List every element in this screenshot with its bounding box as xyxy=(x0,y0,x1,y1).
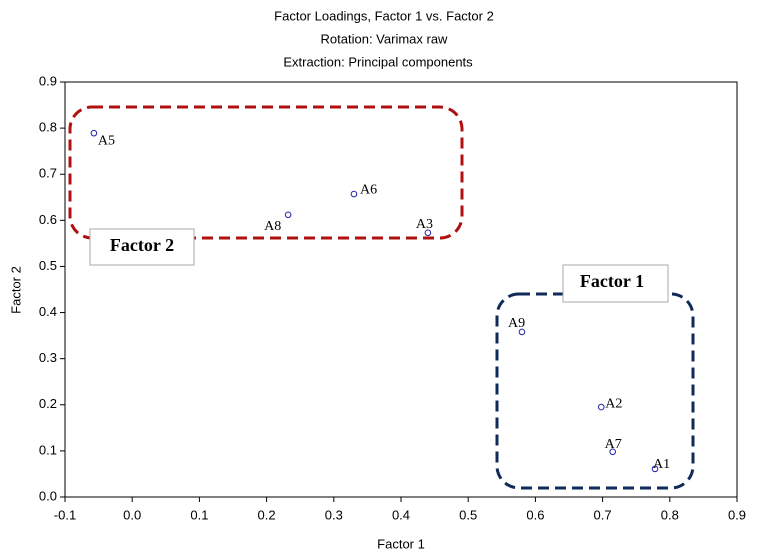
x-tick-label: 0.4 xyxy=(392,507,410,522)
chart-title: Factor Loadings, Factor 1 vs. Factor 2 xyxy=(274,8,494,23)
point-label: A9 xyxy=(508,316,525,331)
point xyxy=(597,403,605,411)
y-tick-label: 0.9 xyxy=(39,73,57,88)
x-tick-label: 0.3 xyxy=(325,507,343,522)
point xyxy=(90,129,98,137)
point xyxy=(424,229,432,237)
annotation: Factor 1 xyxy=(580,271,644,291)
point xyxy=(518,328,526,336)
x-tick-label: 0.9 xyxy=(728,507,746,522)
chart-subtitle: Extraction: Principal components xyxy=(283,54,473,69)
x-tick-label: 0.2 xyxy=(258,507,276,522)
y-tick-label: 0.6 xyxy=(39,212,57,227)
point-label: A7 xyxy=(605,437,622,452)
x-tick-label: -0.1 xyxy=(54,507,76,522)
x-tick-label: 0.1 xyxy=(190,507,208,522)
point xyxy=(651,465,659,473)
x-tick-label: 0.5 xyxy=(459,507,477,522)
y-tick-label: 0.7 xyxy=(39,166,57,181)
y-tick-label: 0.4 xyxy=(39,304,57,319)
x-tick-label: 0.6 xyxy=(526,507,544,522)
y-tick-label: 0.2 xyxy=(39,396,57,411)
point-label: A3 xyxy=(416,217,433,232)
x-axis-label: Factor 1 xyxy=(377,536,425,551)
y-tick-label: 0.5 xyxy=(39,258,57,273)
y-tick-label: 0.0 xyxy=(39,488,57,503)
x-tick-label: 0.0 xyxy=(123,507,141,522)
y-axis-label: Factor 2 xyxy=(8,266,23,314)
point xyxy=(284,211,292,219)
annotation: Factor 2 xyxy=(110,235,174,255)
point xyxy=(609,448,616,456)
x-tick-label: 0.8 xyxy=(661,507,679,522)
y-tick-label: 0.8 xyxy=(39,120,57,135)
point xyxy=(350,190,358,198)
x-tick-label: 0.7 xyxy=(594,507,612,522)
annotation-box xyxy=(562,264,669,303)
point-label: A8 xyxy=(264,219,281,234)
chart-subtitle: Rotation: Varimax raw xyxy=(321,31,449,46)
y-tick-label: 0.1 xyxy=(39,442,57,457)
annotation-box xyxy=(89,228,195,266)
point-label: A5 xyxy=(98,133,115,148)
y-tick-label: 0.3 xyxy=(39,350,57,365)
point-label: A2 xyxy=(605,396,622,411)
group-box xyxy=(68,105,464,240)
point-label: A6 xyxy=(360,182,377,197)
point-label: A1 xyxy=(653,457,670,472)
